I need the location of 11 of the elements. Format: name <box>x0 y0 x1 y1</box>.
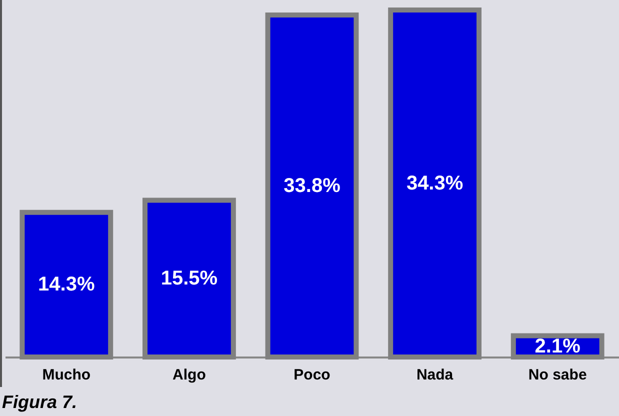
x-tick-label: Algo <box>172 366 206 384</box>
data-label: 15.5% <box>160 268 218 290</box>
text: Figura 7. <box>2 392 78 412</box>
data-label: 33.8% <box>284 175 341 198</box>
data-label: 34.3% <box>406 172 464 194</box>
x-tick-label: No sabe <box>528 366 587 384</box>
data-label: 14.3% <box>38 274 95 296</box>
data-label: 2.1% <box>534 335 581 358</box>
x-tick-label: Poco <box>294 366 330 384</box>
x-tick-label: Mucho <box>42 366 91 384</box>
x-tick-label: Nada <box>416 366 454 384</box>
